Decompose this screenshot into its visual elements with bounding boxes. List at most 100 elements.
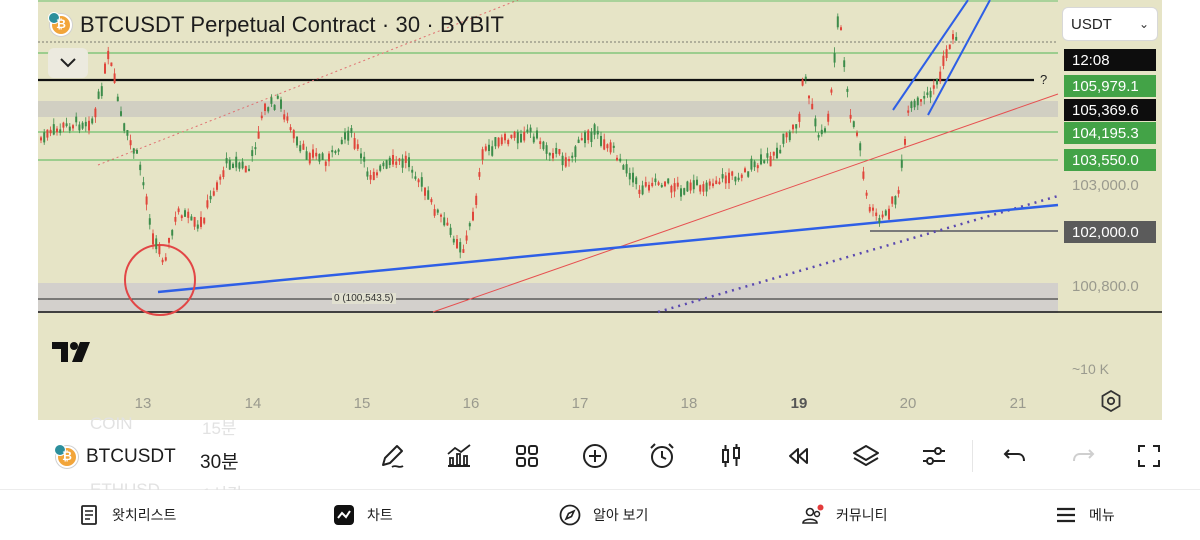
- candle-body: [171, 230, 174, 236]
- candle-body: [699, 185, 702, 192]
- candle-body: [180, 215, 183, 219]
- date-label: 21: [1009, 395, 1027, 412]
- candle-body: [203, 217, 206, 224]
- candle-body: [65, 123, 68, 127]
- candle-body: [88, 120, 90, 131]
- symbol-selector[interactable]: BTCUSDT: [54, 444, 176, 468]
- candle-body: [523, 131, 526, 141]
- nav-menu[interactable]: 메뉴: [1055, 504, 1115, 526]
- candle-body: [568, 159, 570, 162]
- candle-body: [878, 217, 881, 224]
- candle-body: [424, 187, 426, 196]
- date-label: 20: [899, 395, 917, 412]
- chart-canvas[interactable]: [38, 0, 1162, 420]
- fullscreen-button[interactable]: [1134, 440, 1164, 472]
- indicators-button[interactable]: [444, 440, 474, 472]
- candle-body: [689, 182, 692, 191]
- nav-watchlist[interactable]: 왓치리스트: [78, 504, 176, 526]
- time-countdown-tag: 12:08: [1064, 49, 1156, 71]
- candle-body: [584, 132, 586, 144]
- collapse-legend-button[interactable]: [48, 48, 88, 78]
- candle-body: [257, 131, 260, 139]
- currency-select[interactable]: USDT ⌄: [1062, 7, 1158, 41]
- candle-body: [843, 60, 846, 68]
- redo-button[interactable]: [1068, 440, 1098, 472]
- candle-body: [56, 128, 58, 133]
- candle-body: [852, 121, 855, 127]
- bitcoin-icon: [48, 12, 72, 36]
- candle-body: [872, 207, 874, 211]
- candle-body: [891, 196, 894, 204]
- undo-button[interactable]: [1000, 440, 1030, 472]
- candle-body: [286, 116, 289, 121]
- tradingview-logo: [52, 342, 90, 362]
- candle-body: [472, 211, 474, 221]
- candle-body: [820, 129, 823, 135]
- chart-settings-icon[interactable]: [1100, 390, 1122, 412]
- candle-body: [292, 130, 295, 139]
- candle-body: [382, 162, 385, 167]
- candle-body: [430, 199, 433, 203]
- candle-body: [123, 123, 126, 131]
- candle-body: [337, 149, 340, 152]
- candle-body: [664, 181, 666, 187]
- axis-label-100800: 100,800.0: [1072, 278, 1139, 295]
- candle-body: [78, 124, 81, 131]
- candle-body: [587, 130, 590, 141]
- chart-settings-button[interactable]: [919, 440, 949, 472]
- replay-button[interactable]: [783, 440, 813, 472]
- interval-selector[interactable]: 30분: [200, 452, 239, 473]
- nav-explore[interactable]: 알아 보기: [559, 504, 648, 526]
- alert-button[interactable]: [647, 440, 677, 472]
- candle-body: [564, 157, 567, 167]
- candle-body: [68, 126, 71, 131]
- nav-explore-label: 알아 보기: [593, 507, 649, 523]
- candle-body: [536, 130, 538, 139]
- candle-body: [856, 132, 858, 136]
- candle-body: [267, 107, 270, 112]
- objects-tree-button[interactable]: [851, 440, 881, 472]
- nav-community[interactable]: 커뮤니티: [802, 504, 888, 526]
- candle-body: [785, 132, 788, 138]
- bitcoin-icon: [54, 444, 78, 468]
- chart-title: BTCUSDT Perpetual Contract · 30 · BYBIT: [80, 12, 505, 37]
- candle-body: [187, 211, 190, 218]
- candle-body: [488, 144, 490, 152]
- candle-body: [318, 153, 321, 162]
- candle-body: [452, 238, 455, 243]
- drawing-tool-button[interactable]: [377, 440, 407, 472]
- candle-body: [644, 182, 647, 187]
- candle-body: [667, 178, 670, 184]
- candle-body: [840, 27, 842, 31]
- candle-body: [340, 139, 343, 145]
- candle-body: [100, 86, 103, 97]
- candle-body: [900, 159, 903, 168]
- candle-body: [305, 151, 308, 160]
- candle-body: [46, 129, 49, 138]
- candle-body: [609, 142, 612, 153]
- candle-body: [142, 182, 145, 186]
- candle-body: [401, 158, 404, 168]
- candle-body: [388, 157, 391, 166]
- candle-body: [776, 147, 778, 159]
- candles-icon: [722, 444, 740, 467]
- candle-body: [772, 151, 775, 156]
- layout-grid-button[interactable]: [512, 440, 542, 472]
- date-label: 18: [680, 395, 698, 412]
- candle-body: [408, 157, 410, 168]
- ghost-symbol-above: COIN: [90, 414, 133, 433]
- candle-body: [372, 171, 375, 181]
- candle-body: [369, 175, 372, 180]
- nav-chart[interactable]: 차트: [333, 504, 393, 526]
- candle-body: [827, 113, 830, 122]
- candle-body: [148, 218, 151, 225]
- candle-body: [392, 155, 394, 165]
- candle-body: [724, 175, 727, 184]
- add-button[interactable]: [580, 440, 610, 472]
- candle-body: [696, 179, 698, 186]
- layers-icon: [853, 445, 879, 466]
- chart-type-button[interactable]: [716, 440, 746, 472]
- price-chart[interactable]: BTCUSDT Perpetual Contract · 30 · BYBIT …: [38, 0, 1162, 420]
- candle-body: [120, 111, 122, 116]
